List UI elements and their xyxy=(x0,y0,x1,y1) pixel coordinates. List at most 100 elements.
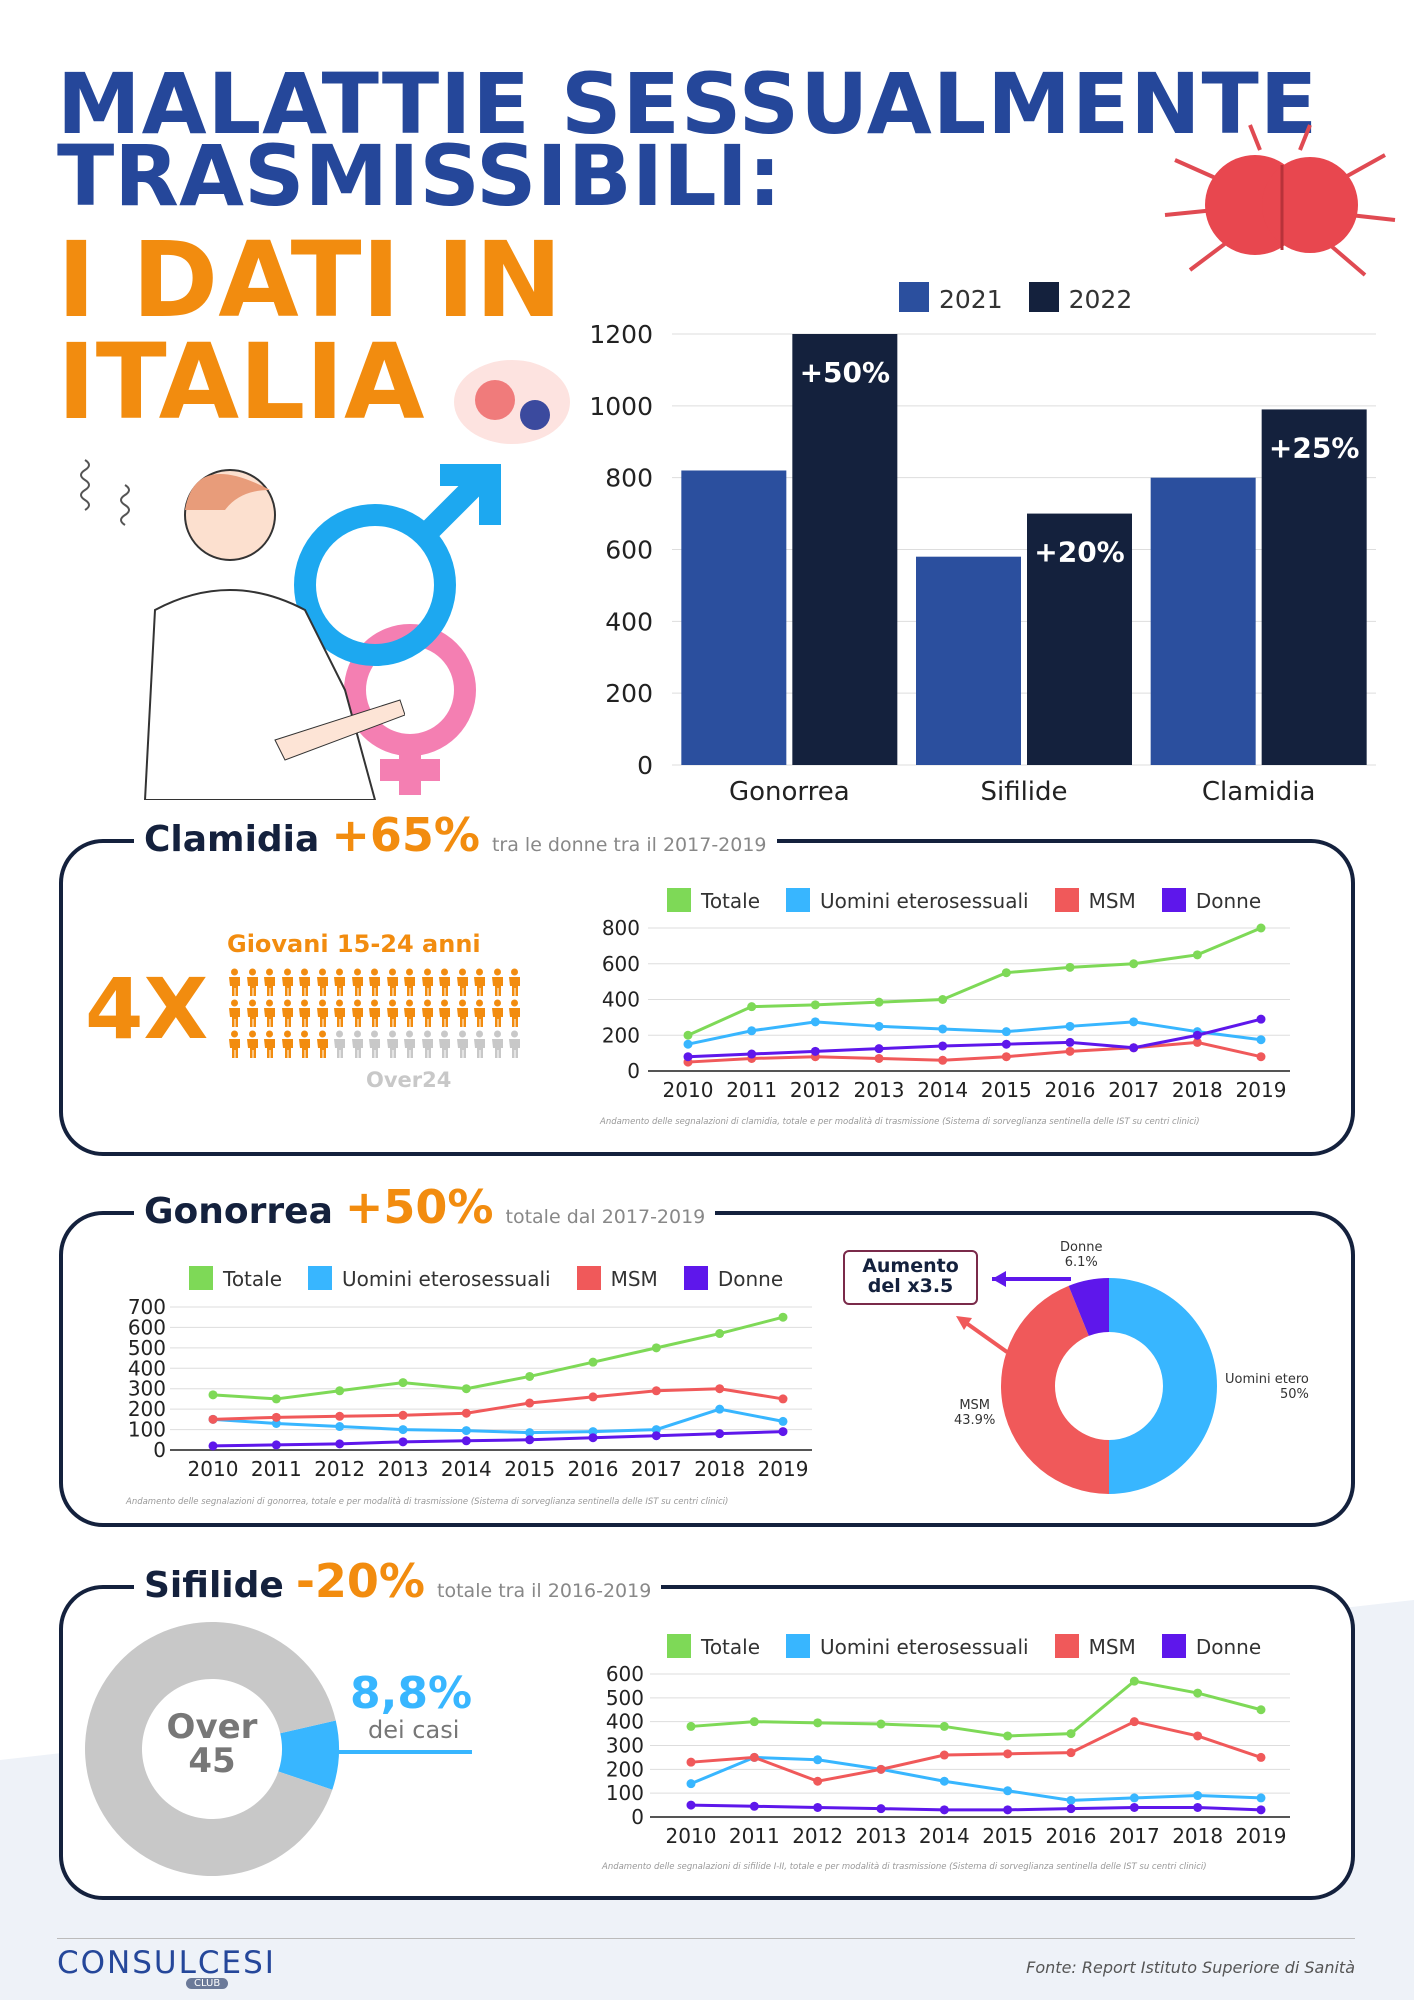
data-point-uomini xyxy=(938,1024,948,1034)
y-tick-label: 600 xyxy=(602,952,640,976)
legend-label: 2021 xyxy=(939,285,1003,314)
arrow-msm xyxy=(960,1318,1009,1354)
data-point-msm xyxy=(686,1757,696,1767)
x-tick-label: 2016 xyxy=(1045,1078,1096,1102)
legend-item-2022: 2022 xyxy=(1028,282,1132,314)
data-point-totale xyxy=(1129,959,1139,969)
slice-msm xyxy=(1001,1285,1109,1494)
data-point-msm xyxy=(1256,1752,1266,1762)
data-point-msm xyxy=(715,1384,725,1394)
legend-label: Totale xyxy=(701,889,761,913)
person-icon xyxy=(281,968,293,996)
legend-swatch xyxy=(899,282,929,312)
y-tick-label: 0 xyxy=(637,751,653,780)
data-point-donne xyxy=(876,1804,886,1814)
data-point-uomini xyxy=(1003,1786,1013,1796)
data-point-totale xyxy=(778,1312,788,1322)
clamidia-line-chart: 0 200 400 600 800 2010 2011 2012 2013 2014 2015 201… xyxy=(602,916,1290,1102)
x-tick-label: 2013 xyxy=(378,1457,429,1481)
y-tick-label: 300 xyxy=(606,1734,644,1758)
person-icon xyxy=(386,1030,398,1058)
data-point-uomini xyxy=(525,1428,535,1438)
data-point-totale xyxy=(651,1343,661,1353)
legend-label: Uomini eterosessuali xyxy=(820,889,1029,913)
series-line-msm xyxy=(212,1387,784,1421)
data-point-totale xyxy=(810,1000,820,1010)
data-point-uomini xyxy=(874,1021,884,1031)
data-point-totale xyxy=(876,1719,886,1729)
data-point-donne xyxy=(686,1800,696,1810)
x-tick-label: 2015 xyxy=(504,1457,555,1481)
data-point-donne xyxy=(1193,1802,1203,1812)
data-point-msm xyxy=(938,1055,948,1065)
data-point-totale xyxy=(1129,1676,1139,1686)
y-tick-label: 600 xyxy=(606,1662,644,1686)
subtitle-line-2: ITALIA xyxy=(57,321,425,443)
data-point-totale xyxy=(335,1386,345,1396)
person-icon xyxy=(351,999,363,1027)
data-point-donne xyxy=(1129,1802,1139,1812)
data-point-donne xyxy=(813,1802,823,1812)
sifilide-legend: Totale Uomini eterosessuali MSM Donne xyxy=(667,1634,1261,1659)
x-tick-label: 2017 xyxy=(1109,1824,1160,1848)
data-point-msm xyxy=(939,1750,949,1760)
data-point-msm xyxy=(398,1410,408,1420)
data-point-msm xyxy=(1129,1717,1139,1727)
legend-label: MSM xyxy=(610,1267,658,1291)
y-tick-label: 0 xyxy=(153,1438,166,1462)
legend-label: Donne xyxy=(717,1267,784,1291)
y-tick-label: 600 xyxy=(128,1315,166,1339)
legend-swatch xyxy=(1161,888,1186,912)
series-line-msm xyxy=(690,1720,1262,1783)
person-icon xyxy=(229,999,240,1027)
legend-item: MSM xyxy=(1054,888,1136,913)
legend-swatch xyxy=(1028,282,1059,312)
data-point-donne xyxy=(874,1044,884,1054)
data-point-uomini xyxy=(778,1416,788,1426)
y-tick-label: 300 xyxy=(128,1377,166,1401)
legend-item: Donne xyxy=(1161,1634,1261,1659)
y-tick-label: 400 xyxy=(602,988,640,1012)
data-point-totale xyxy=(1193,1688,1203,1698)
legend-swatch xyxy=(786,1634,811,1658)
person-icon xyxy=(299,1030,310,1058)
data-point-totale xyxy=(686,1721,696,1731)
data-point-donne xyxy=(747,1049,757,1059)
person-icon xyxy=(369,1030,380,1058)
data-point-donne xyxy=(1003,1805,1013,1815)
person-icon xyxy=(369,999,380,1027)
data-point-donne xyxy=(810,1046,820,1056)
sifilide-caption: Andamento delle segnalazioni di sifilide… xyxy=(602,1862,1207,1872)
data-point-donne xyxy=(749,1801,759,1811)
data-point-uomini xyxy=(683,1039,693,1049)
data-point-donne xyxy=(208,1441,218,1451)
legend-label: Uomini eterosessuali xyxy=(342,1267,551,1291)
x-tick-label: Sifilide xyxy=(980,777,1067,807)
data-point-totale xyxy=(749,1717,759,1727)
data-point-totale xyxy=(1065,962,1075,972)
x-tick-label: 2018 xyxy=(1172,1824,1223,1848)
legend-label: Uomini eterosessuali xyxy=(820,1635,1029,1659)
x-tick-label: 2013 xyxy=(856,1824,907,1848)
data-point-uomini xyxy=(686,1779,696,1789)
data-point-uomini xyxy=(1065,1021,1075,1031)
data-point-uomini xyxy=(813,1755,823,1765)
people-grid xyxy=(226,968,526,1061)
data-point-msm xyxy=(1066,1748,1076,1758)
gender-symbols-icon xyxy=(294,464,501,795)
person-icon xyxy=(491,968,503,996)
legend-item: Donne xyxy=(683,1266,784,1291)
data-point-uomini xyxy=(1256,1793,1266,1803)
person-icon xyxy=(281,1030,293,1058)
data-point-donne xyxy=(1065,1037,1075,1047)
series-line-donne xyxy=(690,1803,1262,1812)
data-point-totale xyxy=(525,1371,535,1381)
data-point-totale xyxy=(1001,968,1011,978)
clamidia-legend: Totale Uomini eterosessuali MSM Donne xyxy=(667,888,1261,913)
line2: 45 xyxy=(188,1741,236,1781)
slice-altri xyxy=(85,1621,336,1876)
person-icon xyxy=(474,968,485,996)
slice-uomini-etero xyxy=(1109,1278,1217,1494)
stat-value: 8,8% xyxy=(350,1668,473,1719)
person-icon xyxy=(386,968,398,996)
